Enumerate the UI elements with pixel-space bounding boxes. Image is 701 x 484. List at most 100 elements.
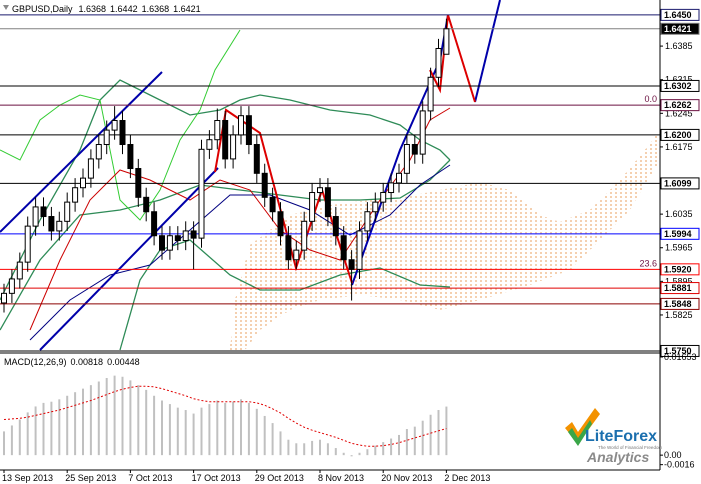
macd-name: MACD(12,26,9) xyxy=(4,357,67,367)
candle-body xyxy=(190,230,197,239)
logo-mark xyxy=(568,420,592,446)
candle-body xyxy=(230,134,237,160)
candle-body xyxy=(332,216,339,237)
level-label: 1.5848 xyxy=(664,299,692,309)
level-box xyxy=(660,8,700,21)
level-label: 1.6262 xyxy=(664,100,692,110)
header-icon xyxy=(3,5,9,10)
candle-body xyxy=(182,230,189,242)
candle-body xyxy=(403,144,410,174)
level-box xyxy=(660,297,700,310)
macd-tick-label: -0.0016 xyxy=(664,460,695,470)
candle-body xyxy=(214,120,221,141)
candle-body xyxy=(8,278,15,294)
x-tick-label: 8 Nov 2013 xyxy=(318,473,364,483)
candle-body xyxy=(396,172,402,184)
trendline xyxy=(39,167,219,351)
candle-body xyxy=(143,196,150,213)
candle-body xyxy=(135,168,142,198)
level-box xyxy=(660,177,700,190)
x-tick-label: 25 Sep 2013 xyxy=(65,473,116,483)
x-tick-label: 17 Oct 2013 xyxy=(192,473,241,483)
signal-line xyxy=(3,385,447,447)
signal-value: 0.00448 xyxy=(107,357,140,367)
macd-tick-label: 0.01653 xyxy=(664,352,697,362)
y-tick-label: 1.5965 xyxy=(665,243,693,253)
candle-body xyxy=(348,259,355,270)
level-label: 1.6200 xyxy=(664,130,692,140)
ichimoku-cloud xyxy=(230,130,660,350)
candle-body xyxy=(40,206,47,218)
candle-body xyxy=(238,115,244,136)
y-tick-label: 1.5895 xyxy=(665,276,693,286)
candle-body xyxy=(166,235,173,251)
level-label: 1.6450 xyxy=(664,10,692,20)
kijun-line xyxy=(29,164,451,341)
candle-body xyxy=(48,216,55,232)
chikou-line xyxy=(0,29,241,221)
level-label: 1.5881 xyxy=(664,283,692,293)
candle-body xyxy=(372,201,379,213)
candle-body xyxy=(16,261,23,280)
level-box xyxy=(660,79,700,92)
candle-body xyxy=(293,249,300,261)
logo-tagline: The World of Financial Freedom xyxy=(598,445,662,450)
projection xyxy=(474,0,501,103)
level-label: 1.6302 xyxy=(664,81,692,91)
close-value: 1.6421 xyxy=(173,4,201,14)
candle-body xyxy=(72,187,79,203)
candle-body xyxy=(261,172,268,198)
level-label: 1.5920 xyxy=(664,264,692,274)
candle-body xyxy=(269,196,276,213)
high-value: 1.6442 xyxy=(110,4,138,14)
candle-body xyxy=(24,225,31,263)
candle-body xyxy=(32,206,39,227)
candle-body xyxy=(1,292,7,304)
level-box xyxy=(660,128,700,141)
level-label: 1.5994 xyxy=(664,229,692,239)
open-value: 1.6368 xyxy=(79,4,107,14)
upper-band xyxy=(0,79,451,301)
macd-tick-label: 0.00 xyxy=(664,450,682,460)
candle-body xyxy=(340,235,347,261)
level-box xyxy=(660,227,700,240)
candle-body xyxy=(95,144,102,160)
x-tick-label: 2 Dec 2013 xyxy=(444,473,490,483)
level-label: 1.6099 xyxy=(664,178,692,188)
candle-body xyxy=(388,182,395,194)
candle-body xyxy=(285,235,292,261)
y-tick-label: 1.5825 xyxy=(665,310,693,320)
candle-body xyxy=(427,76,434,112)
candle-body xyxy=(364,211,371,232)
candle-body xyxy=(253,144,260,174)
candle-body xyxy=(245,115,252,146)
candle-body xyxy=(443,28,450,55)
lower-band xyxy=(119,239,451,351)
x-tick-label: 29 Oct 2013 xyxy=(255,473,304,483)
level-label: 1.6421 xyxy=(664,24,692,34)
chart-header: GBPUSD,Daily 1.6368 1.6442 1.6368 1.6421 xyxy=(12,4,201,14)
candle-body xyxy=(56,220,63,232)
x-tick-label: 20 Nov 2013 xyxy=(381,473,432,483)
macd-header: MACD(12,26,9) 0.00818 0.00448 xyxy=(4,357,140,367)
candle-body xyxy=(380,192,387,203)
candle-body xyxy=(151,211,158,237)
y-tick-label: 1.6035 xyxy=(665,209,693,219)
candle-body xyxy=(87,158,94,179)
candle-body xyxy=(324,187,331,218)
y-tick-label: 1.6315 xyxy=(665,75,693,85)
candle-body xyxy=(80,177,86,189)
candle-body xyxy=(356,230,363,270)
candle-body xyxy=(64,201,71,222)
logo-name: LiteForex xyxy=(585,428,657,445)
candle-body xyxy=(411,144,418,155)
level-box xyxy=(660,282,700,295)
candle-body xyxy=(174,235,181,242)
trendline xyxy=(0,71,163,233)
logo: LiteForex The World of Financial Freedom… xyxy=(565,408,662,465)
candle-body xyxy=(159,235,165,251)
symbol: GBPUSD,Daily xyxy=(12,4,73,14)
candle-body xyxy=(309,192,316,222)
y-tick-label: 1.6175 xyxy=(665,142,693,152)
